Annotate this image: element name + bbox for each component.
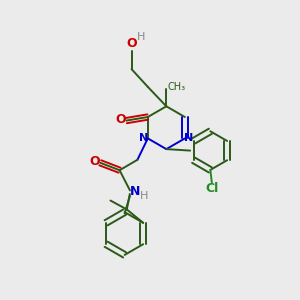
Text: Cl: Cl	[206, 182, 219, 195]
Text: N: N	[130, 185, 140, 198]
Text: O: O	[90, 155, 100, 168]
Text: H: H	[140, 191, 148, 201]
Text: H: H	[137, 32, 145, 42]
Text: O: O	[127, 37, 137, 50]
Text: CH₃: CH₃	[168, 82, 186, 92]
Text: N: N	[184, 134, 194, 143]
Text: O: O	[116, 113, 126, 126]
Text: N: N	[139, 134, 148, 143]
